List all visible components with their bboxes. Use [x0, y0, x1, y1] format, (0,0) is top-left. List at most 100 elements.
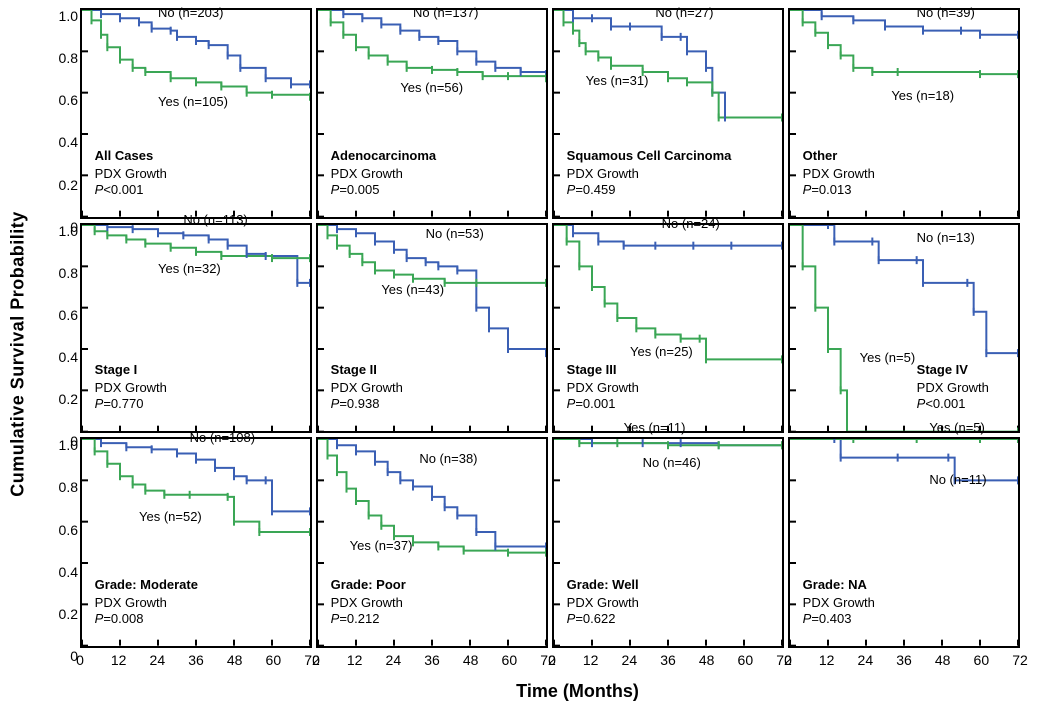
panel-pvalue: P=0.013: [803, 183, 852, 197]
panel-pvalue: P=0.770: [95, 397, 144, 411]
km-panel: No (n=27)Yes (n=31)Squamous Cell Carcino…: [552, 8, 784, 219]
panel-covariate: PDX Growth: [331, 596, 403, 610]
panel-title: Grade: Well: [567, 578, 639, 592]
y-tick-value: 0.4: [59, 134, 78, 150]
km-panel: No (n=13)Yes (n=5)Stage IVPDX GrowthP<0.…: [788, 223, 1020, 434]
x-tick-value: 0: [312, 652, 320, 668]
y-tick-value: 0.8: [59, 265, 78, 281]
series-label-yes: Yes (n=37): [350, 539, 413, 553]
panel-covariate: PDX Growth: [331, 381, 403, 395]
x-tick-value: 24: [150, 652, 166, 668]
panel-covariate: PDX Growth: [567, 381, 639, 395]
panel-covariate: PDX Growth: [567, 167, 639, 181]
km-panel: No (n=108)Yes (n=52)Grade: ModeratePDX G…: [80, 437, 312, 648]
km-panel: No (n=53)Yes (n=43)Stage IIPDX GrowthP=0…: [316, 223, 548, 434]
panel-title: Adenocarcinoma: [331, 149, 436, 163]
series-label-no: No (n=38): [419, 452, 477, 466]
series-label-no: No (n=137): [413, 6, 478, 20]
series-label-no: No (n=203): [158, 6, 223, 20]
panel-title: Grade: NA: [803, 578, 867, 592]
y-tick-value: 0.4: [59, 349, 78, 365]
y-tick-value: 0.4: [59, 564, 78, 580]
series-label-no: No (n=13): [917, 231, 975, 245]
panel-title: Stage I: [95, 363, 138, 377]
series-label-yes: Yes (n=18): [891, 89, 954, 103]
panel-pvalue: P=0.212: [331, 612, 380, 626]
series-label-yes: Yes (n=105): [158, 95, 228, 109]
x-tick-value: 12: [819, 652, 835, 668]
panel-title: All Cases: [95, 149, 154, 163]
y-tick-labels: 00.20.40.60.81.000.20.40.60.81.000.20.40…: [48, 8, 80, 648]
x-tick-value: 60: [738, 652, 754, 668]
series-label-no: No (n=27): [655, 6, 713, 20]
km-panel: No (n=24)Yes (n=25)Stage IIIPDX GrowthP=…: [552, 223, 784, 434]
series-label-yes: Yes (n=5): [860, 351, 916, 365]
panel-pvalue: P<0.001: [917, 397, 966, 411]
series-label-no: No (n=46): [643, 456, 701, 470]
y-tick-value: 0.8: [59, 50, 78, 66]
x-tick-value: 12: [111, 652, 127, 668]
x-tick-value: 12: [347, 652, 363, 668]
x-tick-value: 0: [548, 652, 556, 668]
panel-covariate: PDX Growth: [803, 596, 875, 610]
panel-title: Other: [803, 149, 838, 163]
km-panel: No (n=203)Yes (n=105)All CasesPDX Growth…: [80, 8, 312, 219]
panel-pvalue: P<0.001: [95, 183, 144, 197]
panel-pvalue: P=0.938: [331, 397, 380, 411]
y-tick-value: 0.6: [59, 522, 78, 538]
series-label-yes: Yes (n=5): [929, 421, 985, 435]
panel-title: Stage II: [331, 363, 377, 377]
km-figure: Cumulative Survival Probability Time (Mo…: [0, 0, 1050, 708]
x-tick-value: 0: [76, 652, 84, 668]
y-tick-value: 1.0: [59, 8, 78, 24]
x-tick-value: 72: [1012, 652, 1028, 668]
y-tick-value: 1.0: [59, 223, 78, 239]
y-axis-label: Cumulative Survival Probability: [8, 211, 29, 497]
x-axis-label: Time (Months): [516, 681, 639, 702]
x-tick-value: 60: [502, 652, 518, 668]
x-tick-value: 60: [974, 652, 990, 668]
panel-covariate: PDX Growth: [331, 167, 403, 181]
y-tick-value: 0.8: [59, 479, 78, 495]
km-panel: No (n=11)Yes (n=5)Grade: NAPDX GrowthP=0…: [788, 437, 1020, 648]
panel-pvalue: P=0.459: [567, 183, 616, 197]
x-tick-value: 24: [858, 652, 874, 668]
km-panel: No (n=39)Yes (n=18)OtherPDX GrowthP=0.01…: [788, 8, 1020, 219]
series-label-no: No (n=108): [190, 431, 255, 445]
y-tick-value: 0.2: [59, 177, 78, 193]
panel-title: Grade: Poor: [331, 578, 406, 592]
panel-pvalue: P=0.001: [567, 397, 616, 411]
panel-covariate: PDX Growth: [567, 596, 639, 610]
panel-covariate: PDX Growth: [917, 381, 989, 395]
x-tick-value: 24: [386, 652, 402, 668]
series-label-yes: Yes (n=32): [158, 262, 221, 276]
x-tick-value: 36: [896, 652, 912, 668]
km-panel: No (n=113)Yes (n=32)Stage IPDX GrowthP=0…: [80, 223, 312, 434]
panel-pvalue: P=0.403: [803, 612, 852, 626]
y-tick-value: 0.2: [59, 606, 78, 622]
series-label-no: No (n=24): [662, 217, 720, 231]
x-tick-value: 60: [266, 652, 282, 668]
x-tick-value: 24: [622, 652, 638, 668]
x-tick-value: 0: [784, 652, 792, 668]
km-panel: No (n=46)Yes (n=11)Grade: WellPDX Growth…: [552, 437, 784, 648]
panel-covariate: PDX Growth: [803, 167, 875, 181]
x-tick-value: 48: [935, 652, 951, 668]
panel-covariate: PDX Growth: [95, 381, 167, 395]
panel-title: Stage IV: [917, 363, 968, 377]
series-label-yes: Yes (n=11): [624, 421, 686, 435]
panel-title: Squamous Cell Carcinoma: [567, 149, 732, 163]
series-label-yes: Yes (n=52): [139, 510, 202, 524]
series-label-yes: Yes (n=56): [400, 81, 463, 95]
y-tick-value: 0.6: [59, 92, 78, 108]
panel-title: Stage III: [567, 363, 617, 377]
series-label-no: No (n=113): [183, 213, 247, 227]
series-label-no: No (n=53): [426, 227, 484, 241]
x-tick-value: 36: [424, 652, 440, 668]
x-tick-value: 48: [227, 652, 243, 668]
panel-pvalue: P=0.622: [567, 612, 616, 626]
y-tick-value: 1.0: [59, 437, 78, 453]
panel-covariate: PDX Growth: [95, 596, 167, 610]
series-label-yes: Yes (n=25): [630, 345, 693, 359]
panel-grid: No (n=203) Yes (n=105) All Cases PDX Growth…: [80, 8, 1020, 648]
